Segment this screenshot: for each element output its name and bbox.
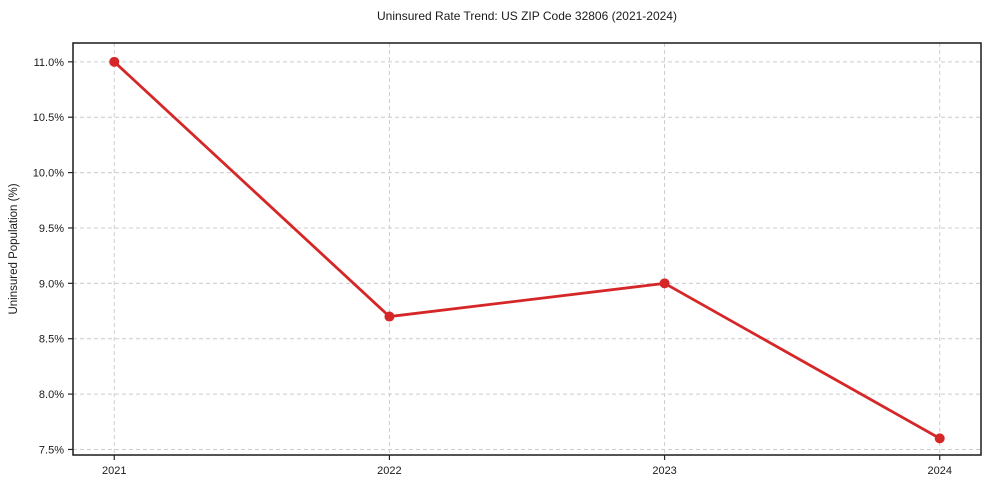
y-tick-label: 8.0% xyxy=(39,389,64,401)
data-point xyxy=(109,56,120,67)
trend-line xyxy=(112,60,942,440)
x-tick-label: 2021 xyxy=(102,465,126,477)
x-tick-label: 2023 xyxy=(652,465,676,477)
plot-frame xyxy=(72,42,982,456)
y-tick-label: 9.0% xyxy=(39,278,64,290)
y-tick-label: 7.5% xyxy=(39,444,64,456)
chart-title: Uninsured Rate Trend: US ZIP Code 32806 … xyxy=(377,9,677,23)
x-tick-label: 2022 xyxy=(377,465,401,477)
x-tick-label: 2024 xyxy=(927,465,951,477)
y-tick-label: 9.5% xyxy=(39,223,64,235)
y-tick-label: 8.5% xyxy=(39,334,64,346)
data-point xyxy=(659,278,670,289)
y-tick-label: 11.0% xyxy=(34,57,65,69)
data-point xyxy=(384,311,395,322)
y-tick-label: 10.0% xyxy=(33,168,64,180)
data-point xyxy=(934,433,945,444)
y-tick-label: 10.5% xyxy=(33,112,64,124)
